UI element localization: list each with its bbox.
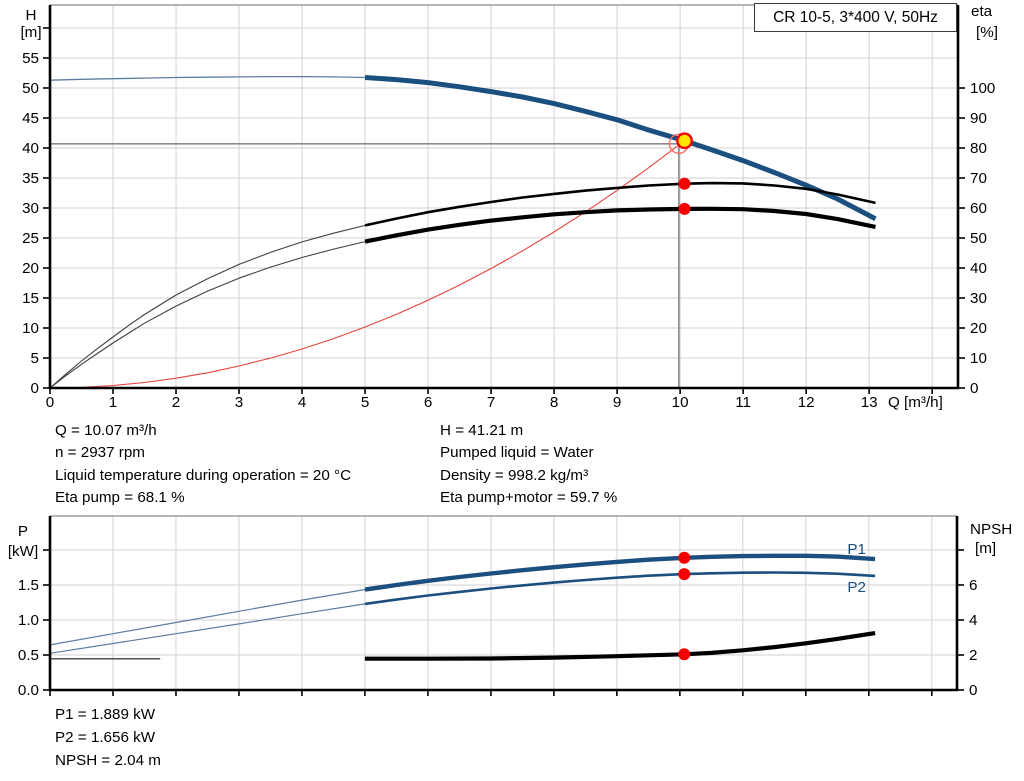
x-tick-label: 9 bbox=[613, 394, 621, 411]
operating-point-dot bbox=[678, 551, 691, 564]
y-left-tick-label: 55 bbox=[22, 50, 39, 67]
series-label-p1: P1 bbox=[847, 541, 866, 558]
x-tick-label: 7 bbox=[487, 394, 495, 411]
x-tick-label: 8 bbox=[550, 394, 558, 411]
info-line-p1: P1 = 1.889 kW bbox=[55, 706, 156, 723]
y-right-tick-label: 80 bbox=[970, 140, 987, 157]
operating-point-dot bbox=[678, 202, 691, 215]
y-right-tick-label: 60 bbox=[970, 200, 987, 217]
y-right-tick-label: 100 bbox=[970, 80, 995, 97]
y-left-tick-label: 0 bbox=[31, 380, 39, 397]
y-left-tick-label: 1.5 bbox=[18, 577, 39, 594]
p2-curve bbox=[364, 571, 876, 606]
y-right-tick-label: 0 bbox=[969, 682, 977, 699]
x-tick-label: 4 bbox=[298, 394, 306, 411]
y-right-axis-name: NPSH bbox=[970, 521, 1012, 538]
h-curve-thin bbox=[49, 75, 366, 81]
y-right-tick-label: 50 bbox=[970, 230, 987, 247]
eta-pump-motor-curve bbox=[364, 206, 876, 244]
head-efficiency-plot: 0 1 2 3 4 5 6 7 8 9 10 11 12 130510152025303540455055… bbox=[20, 3, 998, 411]
y-right-tick-label: 4 bbox=[969, 612, 977, 629]
info-line-q: Q = 10.07 m³/h bbox=[55, 422, 157, 439]
p2-curve-thin bbox=[49, 603, 365, 654]
p1-curve bbox=[364, 553, 876, 592]
info-line-npsh: NPSH = 2.04 m bbox=[55, 752, 161, 770]
y-left-tick-label: 50 bbox=[22, 80, 39, 97]
y-right-tick-label: 0 bbox=[970, 380, 978, 397]
y-left-axis-unit: [kW] bbox=[8, 543, 38, 560]
p1-curve-thin bbox=[49, 589, 365, 646]
x-tick-label: 12 bbox=[798, 394, 815, 411]
eta-pump-motor-curve-thin bbox=[49, 241, 366, 389]
x-tick-label: 13 bbox=[861, 394, 878, 411]
y-left-axis-name: H bbox=[26, 7, 37, 24]
y-right-tick-label: 6 bbox=[969, 577, 977, 594]
x-tick-label: 1 bbox=[109, 394, 117, 411]
info-line-p2: P2 = 1.656 kW bbox=[55, 729, 156, 747]
info-line-eta-pump-motor: Eta pump+motor = 59.7 % bbox=[440, 489, 618, 507]
pump-title: CR 10-5, 3*400 V, 50Hz bbox=[773, 8, 938, 26]
duty-info-left: Q = 10.07 m³/h n = 2937 rpm Liquid tempe… bbox=[55, 420, 351, 510]
y-left-tick-label: 35 bbox=[22, 170, 39, 187]
y-left-tick-label: 5 bbox=[31, 350, 39, 367]
x-axis-label: Q [m³/h] bbox=[888, 394, 943, 411]
y-left-tick-label: 10 bbox=[22, 320, 39, 337]
series-label-p2: P2 bbox=[847, 579, 866, 596]
power-npsh-plot: 0.0 0.5 1.0 1.5 0 2 4 6 P [kW] NPSH [m] P1 P2 bbox=[8, 515, 1012, 699]
y-left-tick-label: 45 bbox=[22, 110, 39, 127]
y-right-tick-label: 30 bbox=[970, 290, 987, 307]
y-right-tick-label: 90 bbox=[970, 110, 987, 127]
system-curve bbox=[49, 140, 685, 389]
info-line-liquid: Pumped liquid = Water bbox=[440, 444, 594, 462]
y-right-axis-unit: [m] bbox=[975, 540, 996, 557]
y-left-tick-label: 25 bbox=[22, 230, 39, 247]
info-line-head: H = 41.21 m bbox=[440, 422, 524, 439]
y-left-tick-label: 30 bbox=[22, 200, 39, 217]
y-left-tick-label: 0.5 bbox=[18, 647, 39, 664]
eta-pump-curve bbox=[364, 181, 876, 227]
y-left-axis-name: P bbox=[18, 523, 28, 540]
pump-title-box: CR 10-5, 3*400 V, 50Hz bbox=[754, 3, 957, 32]
x-tick-label: 11 bbox=[735, 394, 751, 411]
power-info: P1 = 1.889 kW P2 = 1.656 kW NPSH = 2.04 … bbox=[55, 703, 161, 773]
x-tick-label: 0 bbox=[46, 394, 54, 411]
operating-point-dot bbox=[678, 177, 691, 190]
y-left-tick-label: 40 bbox=[22, 140, 39, 157]
x-tick-label: 3 bbox=[235, 394, 243, 411]
h-curve bbox=[364, 75, 877, 222]
info-line-temperature: Liquid temperature during operation = 20… bbox=[55, 466, 352, 484]
x-tick-label: 10 bbox=[672, 394, 689, 411]
y-right-tick-label: 2 bbox=[969, 647, 977, 664]
info-line-eta-pump: Eta pump = 68.1 % bbox=[55, 489, 185, 507]
x-tick-label: 6 bbox=[424, 394, 432, 411]
x-tick-label: 5 bbox=[361, 394, 369, 411]
y-right-axis-unit: [%] bbox=[976, 24, 998, 41]
y-left-axis-unit: [m] bbox=[20, 24, 41, 41]
operating-point-dot bbox=[678, 648, 691, 661]
operating-point-dot bbox=[678, 568, 691, 581]
info-line-speed: n = 2937 rpm bbox=[55, 444, 145, 462]
y-left-tick-label: 20 bbox=[22, 260, 39, 277]
eta-pump-curve-thin bbox=[49, 224, 366, 389]
y-right-tick-label: 10 bbox=[970, 350, 987, 367]
info-line-density: Density = 998.2 kg/m³ bbox=[440, 466, 589, 484]
y-right-tick-label: 40 bbox=[970, 260, 987, 277]
x-tick-label: 2 bbox=[172, 394, 180, 411]
y-right-tick-label: 70 bbox=[970, 170, 987, 187]
y-right-tick-label: 20 bbox=[970, 320, 987, 337]
y-left-tick-label: 15 bbox=[22, 290, 39, 307]
y-right-axis-name: eta bbox=[971, 3, 993, 20]
y-left-tick-label: 1.0 bbox=[18, 612, 39, 629]
duty-info-right: H = 41.21 m Pumped liquid = Water Densit… bbox=[440, 420, 617, 510]
duty-point-marker[interactable] bbox=[676, 132, 693, 150]
y-left-tick-label: 0.0 bbox=[18, 682, 39, 699]
